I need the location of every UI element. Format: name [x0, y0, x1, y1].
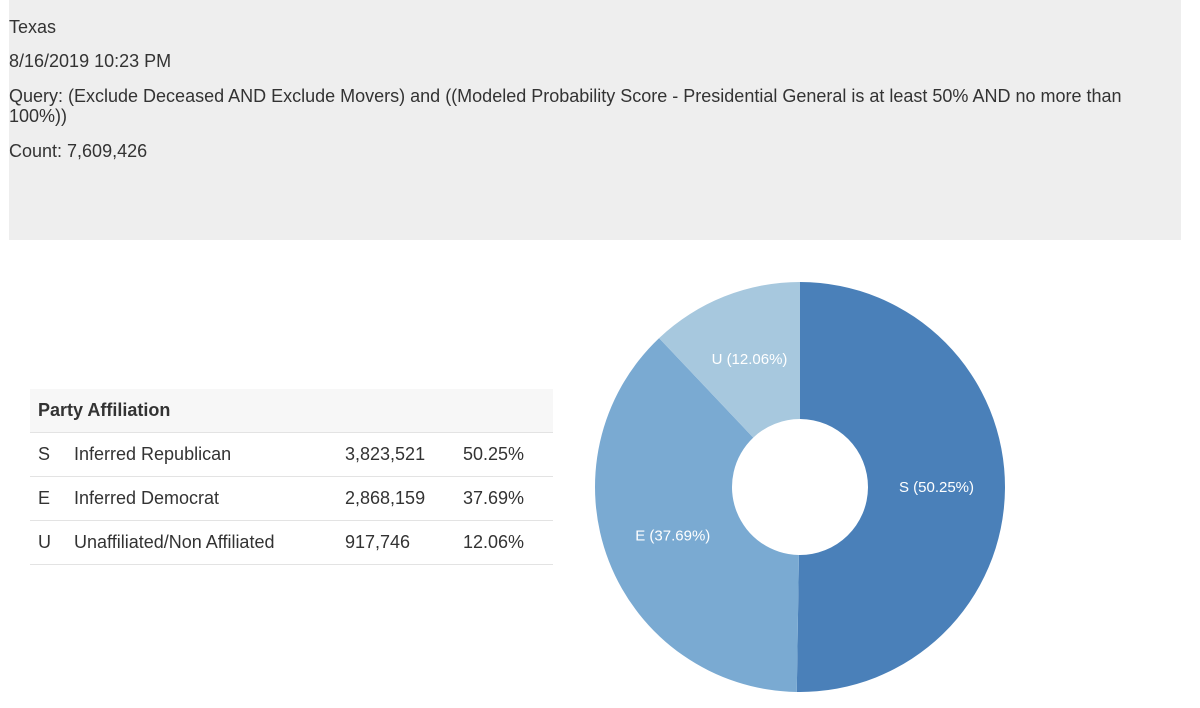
party-table: Party Affiliation S Inferred Republican 3,… [30, 389, 553, 565]
donut-slice [659, 282, 800, 438]
donut-slice [796, 282, 1005, 692]
query: Query: (Exclude Deceased AND Exclude Mov… [9, 86, 1122, 126]
percent: 50.25% [463, 432, 553, 477]
party-code: E [30, 476, 74, 521]
report-header: Texas 8/16/2019 10:23 PM Query: (Exclude… [9, 0, 1181, 240]
timestamp: 8/16/2019 10:23 PM [9, 51, 172, 71]
table-row: U Unaffiliated/Non Affiliated 917,746 12.06… [30, 520, 553, 565]
voter-count: 2,868,159 [345, 476, 463, 521]
party-code: S [30, 432, 74, 477]
slice-label: E (37.69%) [635, 527, 710, 544]
percent: 37.69% [463, 476, 553, 521]
donut-slice [594, 338, 799, 692]
state: Texas [9, 17, 57, 37]
slice-label: S (50.25%) [899, 479, 974, 496]
slice-label: U (12.06%) [712, 351, 788, 368]
count: Count: 7,609,426 [9, 141, 148, 161]
voter-count: 917,746 [345, 520, 463, 565]
table-row: E Inferred Democrat 2,868,159 37.69% [30, 476, 553, 521]
table-row: S Inferred Republican 3,823,521 50.25% [30, 432, 553, 477]
voter-count: 3,823,521 [345, 432, 463, 477]
party-name: Inferred Democrat [74, 476, 345, 521]
party-name: Unaffiliated/Non Affiliated [74, 520, 345, 565]
party-code: U [30, 520, 74, 565]
party-name: Inferred Republican [74, 432, 345, 477]
percent: 12.06% [463, 520, 553, 565]
table-title: Party Affiliation [30, 389, 553, 433]
